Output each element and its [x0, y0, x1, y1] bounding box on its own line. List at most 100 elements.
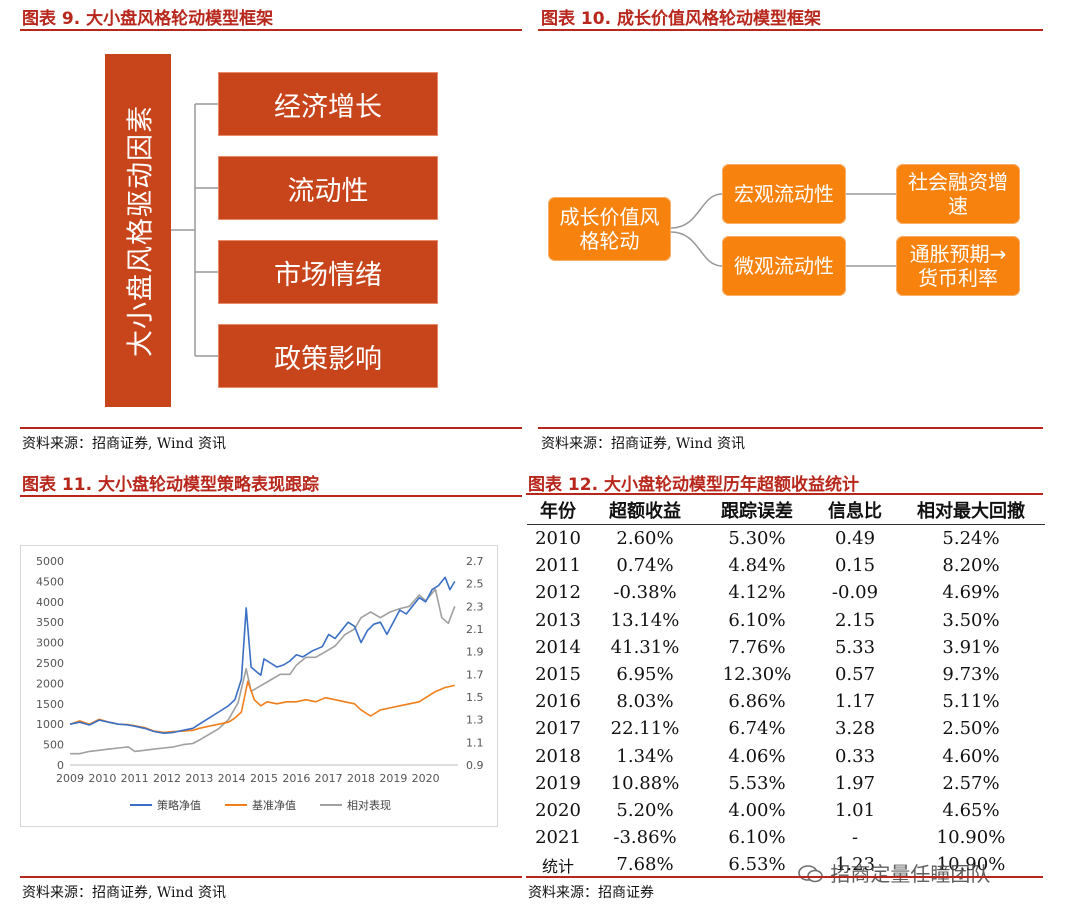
table-cell: 6.86%: [728, 691, 786, 713]
table-cell: 2016: [535, 691, 581, 713]
fig11-title-rule: [20, 495, 522, 497]
y-right-tick-label: 1.5: [466, 691, 484, 704]
table-row: 统计 7.68% 6.53% 1.23 10.90%: [527, 851, 1045, 878]
fig9-title: 图表 9. 大小盘风格轮动模型框架: [22, 9, 274, 29]
series-line: [70, 588, 456, 755]
table-cell: 2017: [535, 718, 581, 740]
table-cell: 0.49: [834, 528, 876, 550]
table-cell: 2012: [535, 582, 581, 604]
x-tick-label: 2020: [412, 772, 440, 785]
table-cell: 4.84%: [728, 555, 786, 577]
col-header-excess: 超额收益: [589, 496, 701, 525]
table-cell: 5.11%: [942, 691, 1000, 713]
table-cell: 1.97: [834, 772, 876, 794]
y-left-tick-label: 3000: [36, 637, 64, 650]
table-header-row: 年份 超额收益 跟踪误差 信息比 相对最大回撤: [527, 496, 1045, 525]
fig9-source-rule: [20, 427, 522, 429]
fig10-title-rule: [538, 29, 1043, 31]
table-cell: 2019: [535, 772, 581, 794]
fig12-source-rule: [526, 876, 1043, 878]
table-cell: 6.10%: [728, 609, 786, 631]
table-cell: 5.53%: [728, 772, 786, 794]
table-cell: 1.34%: [616, 745, 674, 767]
table-row: 2016 8.03% 6.86% 1.17 5.11%: [527, 688, 1045, 715]
table-cell: 统计: [541, 856, 574, 876]
table-cell: 10.90%: [936, 827, 1006, 849]
table-cell: 2021: [535, 827, 581, 849]
table-cell: -0.09: [831, 582, 879, 604]
y-left-tick-label: 1500: [36, 698, 64, 711]
col-header-mdd: 相对最大回撤: [897, 496, 1045, 525]
fig12-table: 年份 超额收益 跟踪误差 信息比 相对最大回撤 2010 2.60% 5.30% 0.…: [527, 496, 1045, 878]
table-cell: 4.06%: [728, 745, 786, 767]
table-row: 2013 13.14% 6.10% 2.15 3.50%: [527, 607, 1045, 634]
y-left-tick-label: 1000: [36, 718, 64, 731]
table-cell: 10.90%: [936, 854, 1006, 876]
series-line: [69, 576, 456, 734]
y-left-tick-label: 3500: [36, 616, 64, 629]
y-left-tick-label: 2500: [36, 657, 64, 670]
table-row: 2010 2.60% 5.30% 0.49 5.24%: [527, 525, 1045, 553]
x-tick-label: 2017: [315, 772, 343, 785]
table-cell: 1.01: [834, 799, 876, 821]
legend-label: 相对表现: [347, 798, 391, 812]
table-cell: 7.68%: [616, 854, 674, 876]
fig11-source-rule: [20, 876, 522, 878]
table-cell: 3.91%: [942, 636, 1000, 658]
table-cell: 5.20%: [616, 799, 674, 821]
legend-label: 策略净值: [157, 798, 201, 812]
fig10-leaf-box: 社会融资增速: [896, 164, 1020, 224]
fig11-source: 资料来源：招商证券, Wind 资讯: [22, 885, 226, 901]
table-cell: 4.60%: [942, 745, 1000, 767]
table-cell: 0.33: [834, 745, 876, 767]
y-right-tick-label: 2.7: [466, 555, 484, 568]
table-cell: 5.30%: [728, 528, 786, 550]
y-right-tick-label: 2.1: [466, 623, 484, 636]
y-right-tick-label: 0.9: [466, 759, 484, 772]
table-cell: 2.60%: [616, 528, 674, 550]
table-row: 2018 1.34% 4.06% 0.33 4.60%: [527, 743, 1045, 770]
y-left-tick-label: 4000: [36, 596, 64, 609]
watermark: 招商定量任瞳团队: [798, 858, 990, 887]
y-left-tick-label: 500: [43, 739, 64, 752]
y-right-tick-label: 1.1: [466, 736, 484, 749]
fig10-connectors: [670, 193, 896, 267]
table-cell: 2.50%: [942, 718, 1000, 740]
table-cell: 2020: [535, 799, 581, 821]
table-cell: 8.03%: [616, 691, 674, 713]
table-row: 2015 6.95% 12.30% 0.57 9.73%: [527, 661, 1045, 688]
x-tick-label: 2014: [218, 772, 246, 785]
table-cell: 0.74%: [616, 555, 674, 577]
table-cell: 4.00%: [728, 799, 786, 821]
table-cell: -: [851, 827, 859, 849]
fig9-title-rule: [20, 29, 522, 31]
y-right-tick-label: 1.7: [466, 668, 484, 681]
table-cell: 6.95%: [616, 664, 674, 686]
x-tick-label: 2011: [121, 772, 149, 785]
table-row: 2012 -0.38% 4.12% -0.09 4.69%: [527, 579, 1045, 606]
col-header-year: 年份: [527, 496, 589, 525]
fig9-root-box: 大小盘风格驱动因素: [105, 54, 171, 407]
table-cell: 0.57: [834, 664, 876, 686]
table-row: 2014 41.31% 7.76% 5.33 3.91%: [527, 634, 1045, 661]
x-tick-label: 2013: [185, 772, 213, 785]
table-cell: 4.65%: [942, 799, 1000, 821]
table-cell: 1.23: [834, 854, 876, 876]
table-cell: 2018: [535, 745, 581, 767]
watermark-text: 招商定量任瞳团队: [830, 862, 991, 886]
fig9-factor-box: 政策影响: [218, 324, 438, 388]
y-right-tick-label: 1.3: [466, 714, 484, 727]
table-cell: 8.20%: [942, 555, 1000, 577]
y-left-tick-label: 2000: [36, 677, 64, 690]
wechat-icon: [798, 864, 824, 884]
y-right-tick-label: 2.5: [466, 578, 484, 591]
x-tick-label: 2015: [250, 772, 278, 785]
table-cell: 2010: [535, 528, 581, 550]
fig12-source: 资料来源：招商证券: [528, 885, 654, 901]
fig10-source-rule: [538, 427, 1043, 429]
x-tick-label: 2012: [153, 772, 181, 785]
y-left-tick-label: 4500: [36, 575, 64, 588]
table-cell: 3.28: [834, 718, 876, 740]
x-tick-label: 2016: [282, 772, 310, 785]
table-cell: 3.50%: [942, 609, 1000, 631]
